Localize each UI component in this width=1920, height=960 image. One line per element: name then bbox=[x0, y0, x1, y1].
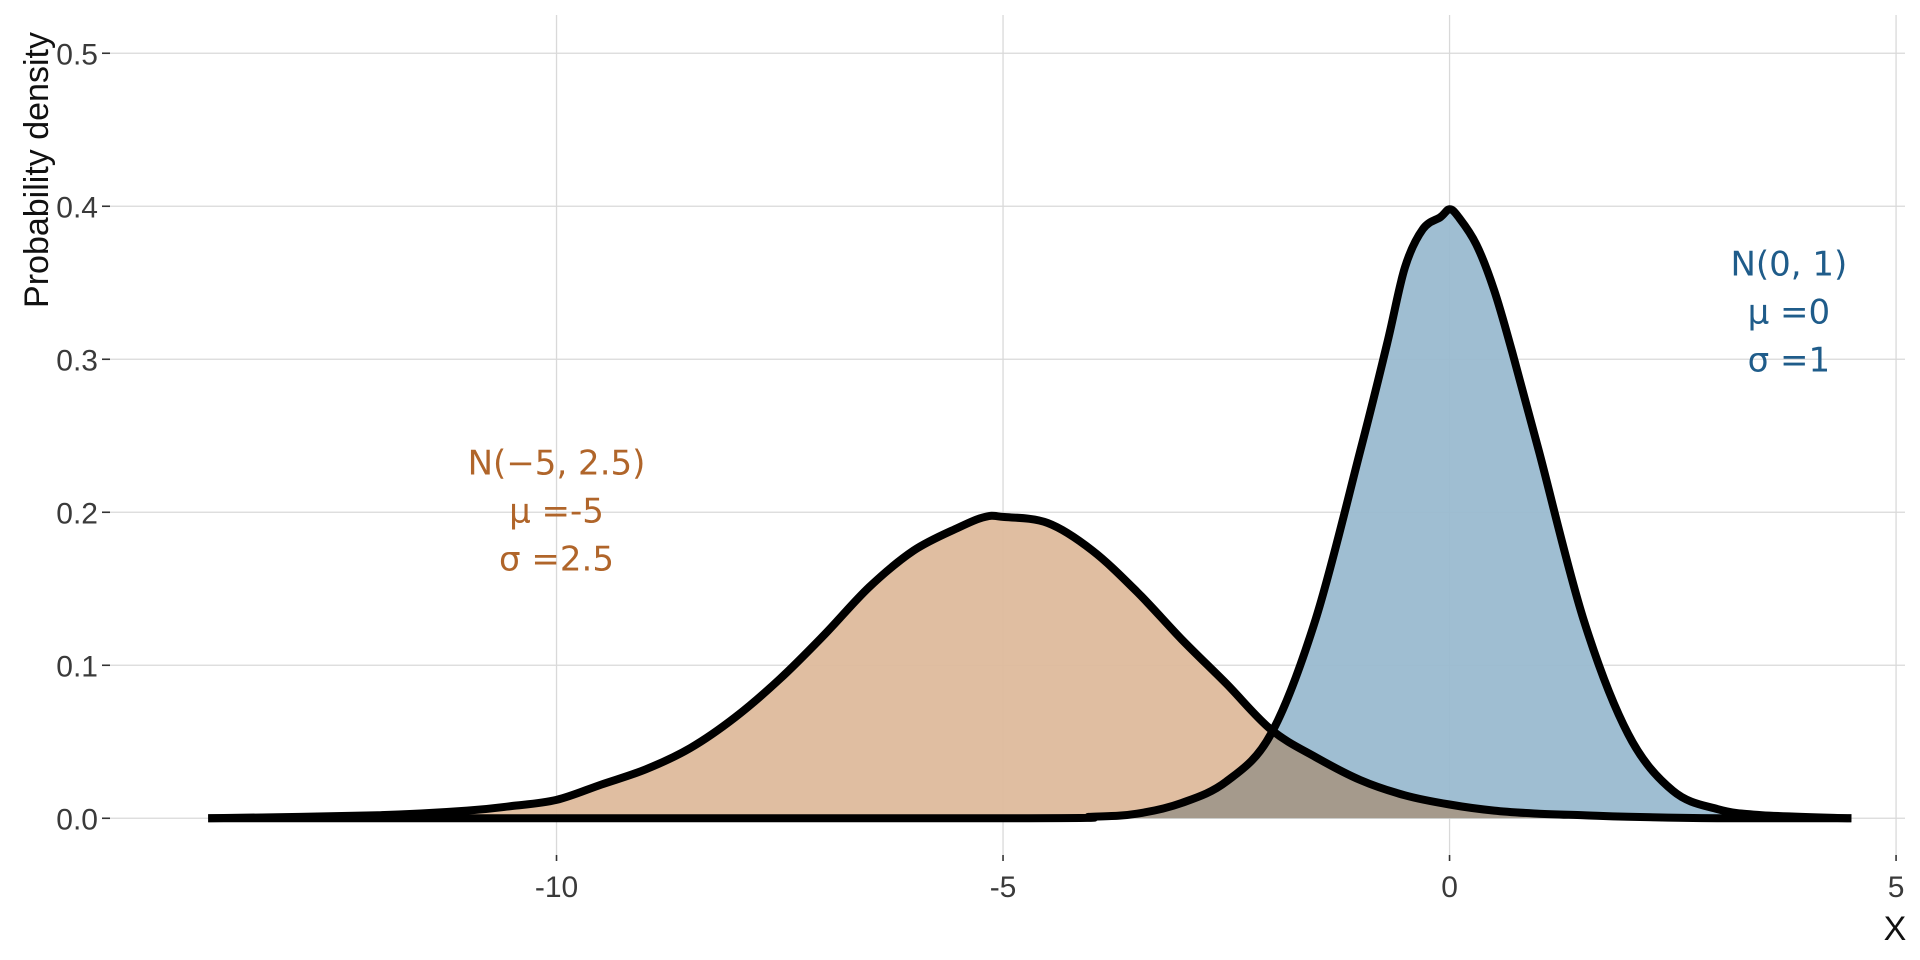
density-curve-2 bbox=[208, 205, 1852, 823]
y-tick-label: 0.0 bbox=[56, 803, 98, 836]
annotations: N(−5, 2.5) μ =-5 σ =2.5 N(0, 1) μ =0 σ =1 bbox=[468, 244, 1848, 579]
y-tick-label: 0.3 bbox=[56, 344, 98, 377]
x-tick-label: -5 bbox=[990, 871, 1017, 904]
series-2-annotation: N(0, 1) bbox=[1730, 244, 1847, 284]
x-tick-label: 5 bbox=[1888, 871, 1905, 904]
y-tick-label: 0.5 bbox=[56, 38, 98, 71]
series-1-annotation: μ =-5 bbox=[509, 491, 604, 531]
series-2-annotation: σ =1 bbox=[1748, 340, 1830, 380]
density-curve-1 bbox=[208, 511, 1852, 823]
density-areas bbox=[208, 209, 1852, 819]
y-tick-label: 0.4 bbox=[56, 191, 98, 224]
x-axis-title: X bbox=[1884, 910, 1907, 948]
y-tick-label: 0.2 bbox=[56, 497, 98, 530]
x-tick-label: -10 bbox=[535, 871, 578, 904]
y-axis-title: Probability density bbox=[18, 32, 56, 308]
series-2-annotation: μ =0 bbox=[1748, 292, 1831, 332]
density-curves bbox=[208, 205, 1852, 823]
y-tick-label: 0.1 bbox=[56, 650, 98, 683]
axis-ticks: -10 -5 0 5 0.0 0.1 0.2 0.3 0.4 0.5 bbox=[56, 38, 1904, 904]
series-1-annotation: N(−5, 2.5) bbox=[468, 443, 646, 483]
density-area-2 bbox=[208, 209, 1852, 819]
x-tick-label: 0 bbox=[1441, 871, 1458, 904]
series-1-annotation: σ =2.5 bbox=[499, 539, 614, 579]
density-area-1 bbox=[208, 515, 1852, 819]
